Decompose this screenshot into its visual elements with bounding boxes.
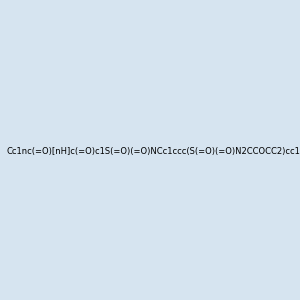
Text: Cc1nc(=O)[nH]c(=O)c1S(=O)(=O)NCc1ccc(S(=O)(=O)N2CCOCC2)cc1: Cc1nc(=O)[nH]c(=O)c1S(=O)(=O)NCc1ccc(S(=… (7, 147, 300, 156)
